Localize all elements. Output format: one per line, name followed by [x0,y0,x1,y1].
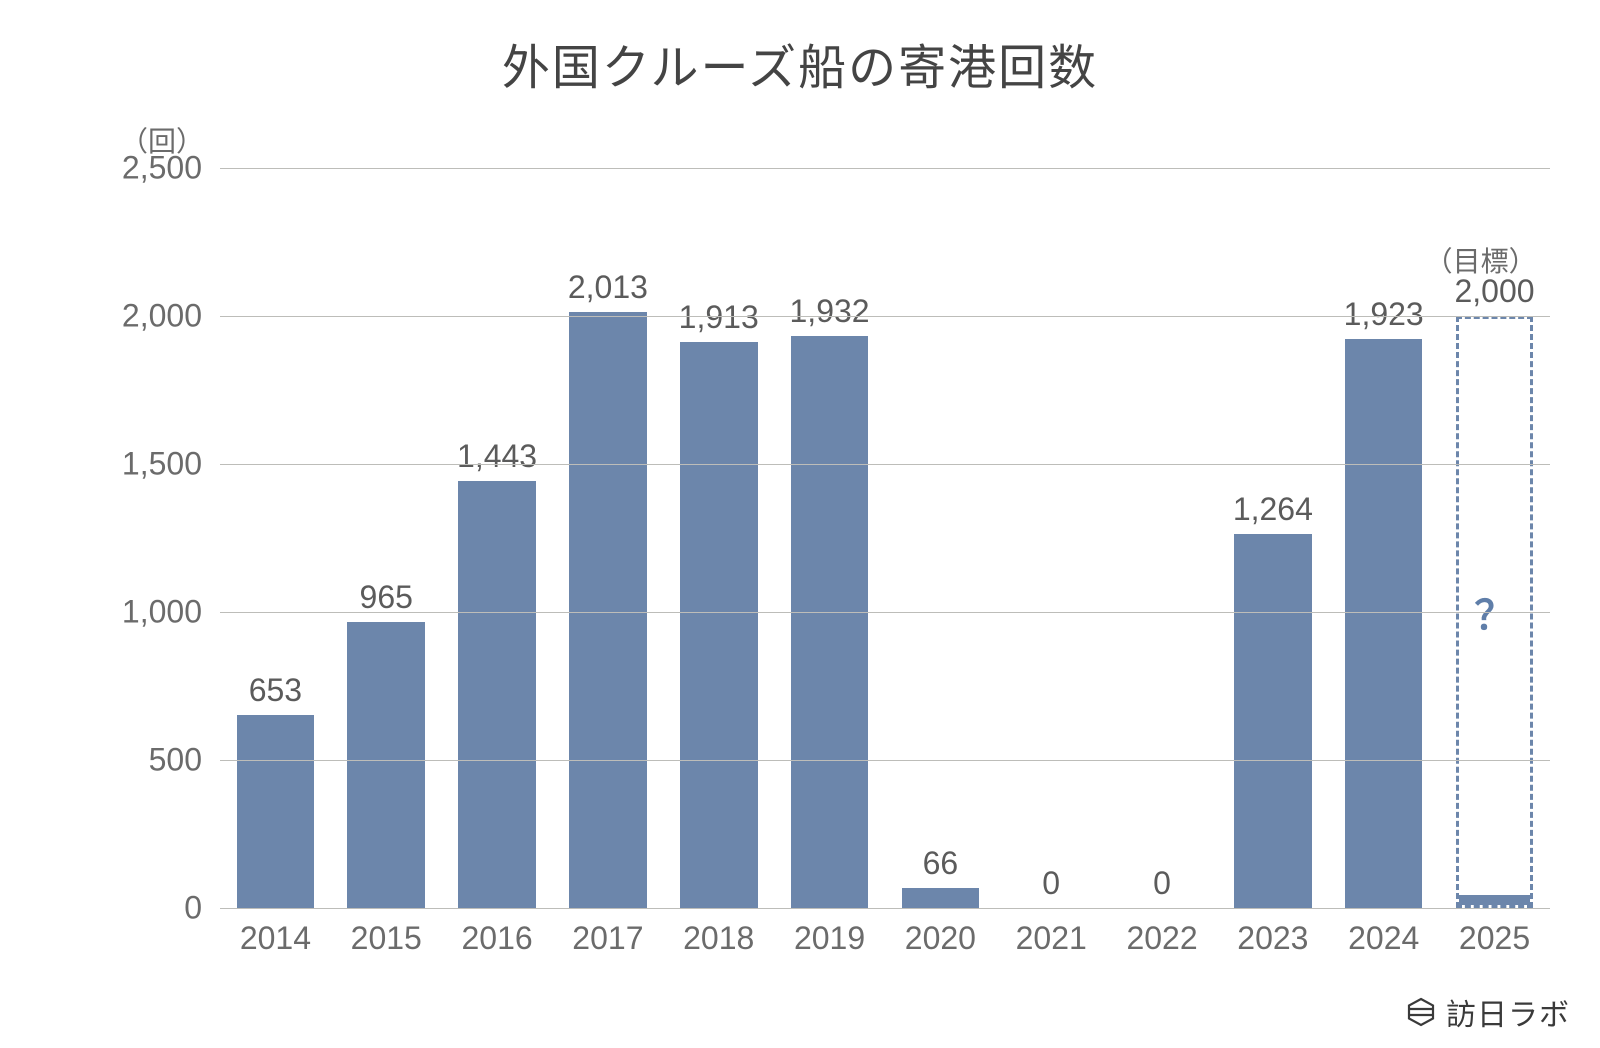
bar [680,342,758,908]
y-tick-label: 1,000 [122,594,220,631]
bar-slot: 1,2642023 [1217,168,1328,908]
bar-value-label: 2,013 [568,269,648,306]
gridline [220,316,1550,317]
bar [237,715,315,908]
gridline [220,464,1550,465]
chart-title: 外国クルーズ船の寄港回数 [0,28,1600,98]
bar-slot: 6532014 [220,168,331,908]
bar-value-label: 1,923 [1344,296,1424,333]
bar-slot: 1,9322019 [774,168,885,908]
bar-slot: 2,0132017 [552,168,663,908]
x-tick-label: 2014 [240,908,311,957]
bar-value-label: 0 [1153,865,1171,902]
gridline [220,168,1550,169]
x-tick-label: 2016 [461,908,532,957]
bar-target-fill [1459,895,1531,905]
x-tick-label: 2019 [794,908,865,957]
bar-value-label: 0 [1042,865,1060,902]
bar [1345,339,1423,908]
bar-value-label: 2,000 [1454,273,1534,310]
bar-value-label: 66 [923,845,959,882]
bar-slot: 02022 [1107,168,1218,908]
y-tick-label: 2,000 [122,298,220,335]
x-tick-label: 2015 [351,908,422,957]
x-tick-label: 2017 [572,908,643,957]
bars-container: 653201496520151,44320162,01320171,913201… [220,168,1550,908]
x-tick-label: 2024 [1348,908,1419,957]
bar-slot: 1,9132018 [663,168,774,908]
bar-value-label: 653 [249,672,302,709]
source-credit-text: 訪日ラボ [1446,990,1570,1034]
bar-slot: 1,9232024 [1328,168,1439,908]
x-tick-label: 2023 [1237,908,1308,957]
x-tick-label: 2021 [1016,908,1087,957]
bar-slot: 662020 [885,168,996,908]
bar-slot: 1,4432016 [442,168,553,908]
bar [1234,534,1312,908]
x-tick-label: 2018 [683,908,754,957]
bar-slot: 9652015 [331,168,442,908]
bar [458,481,536,908]
y-tick-label: 2,500 [122,150,220,187]
bar-slot: ？2,0002025 [1439,168,1550,908]
hexagon-icon [1406,997,1436,1027]
chart-plot-area: 653201496520151,44320162,01320171,913201… [220,168,1550,908]
gridline [220,760,1550,761]
bar-value-label: 1,913 [679,299,759,336]
bar [791,336,869,908]
bar-value-label: 1,264 [1233,491,1313,528]
bar [347,622,425,908]
y-tick-label: 1,500 [122,446,220,483]
y-tick-label: 0 [184,890,220,927]
bar-value-label: 1,443 [457,438,537,475]
bar [569,312,647,908]
x-tick-label: 2025 [1459,908,1530,957]
gridline [220,908,1550,909]
y-tick-label: 500 [149,742,220,779]
x-tick-label: 2022 [1126,908,1197,957]
bar [902,888,980,908]
x-tick-label: 2020 [905,908,976,957]
bar-value-label: 1,932 [790,293,870,330]
source-credit: 訪日ラボ [1406,990,1570,1034]
bar-slot: 02021 [996,168,1107,908]
gridline [220,612,1550,613]
